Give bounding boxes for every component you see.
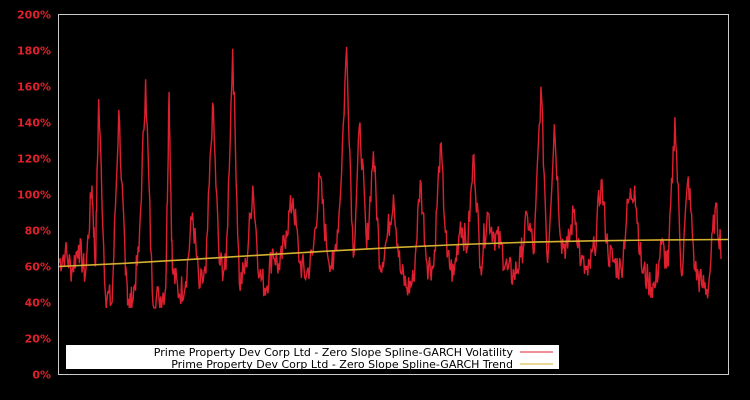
y-tick-label: 120% [17,153,51,166]
y-tick-label: 100% [17,189,51,202]
legend-label-volatility: Prime Property Dev Corp Ltd - Zero Slope… [154,346,514,359]
y-tick-label: 140% [17,117,51,130]
y-tick-label: 80% [25,225,51,238]
legend-label-trend: Prime Property Dev Corp Ltd - Zero Slope… [171,358,513,371]
y-tick-label: 20% [25,333,51,346]
legend: Prime Property Dev Corp Ltd - Zero Slope… [66,345,559,371]
y-tick-label: 0% [32,369,51,382]
y-tick-label: 40% [25,297,51,310]
y-tick-label: 160% [17,81,51,94]
volatility-series-line [57,46,722,309]
plot-area [57,46,729,309]
y-axis-ticks: 0% 20% 40% 60% 80% 100% 120% 140% 160% 180% 200% [17,9,51,382]
y-tick-label: 200% [17,9,51,22]
y-tick-label: 180% [17,45,51,58]
plot-frame [58,14,729,375]
trend-series-line [58,238,729,268]
y-tick-label: 60% [25,261,51,274]
legend-box [66,345,559,369]
